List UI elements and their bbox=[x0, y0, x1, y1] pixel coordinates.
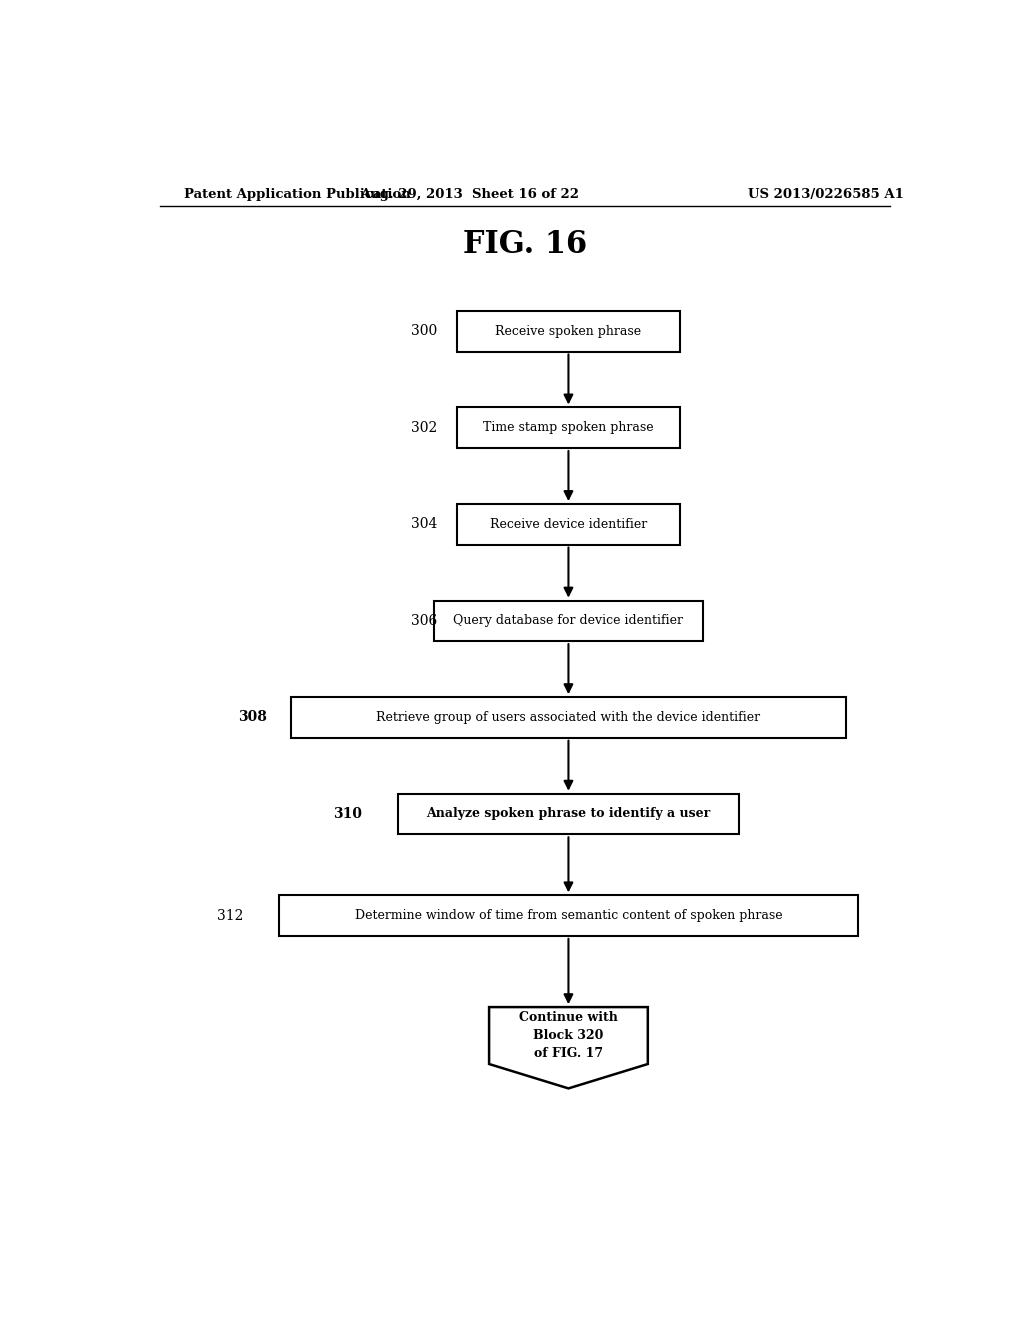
Text: 306: 306 bbox=[412, 614, 437, 628]
Text: Retrieve group of users associated with the device identifier: Retrieve group of users associated with … bbox=[377, 711, 761, 723]
Text: 300: 300 bbox=[412, 325, 437, 338]
Bar bbox=[458, 408, 680, 447]
Text: Analyze spoken phrase to identify a user: Analyze spoken phrase to identify a user bbox=[426, 808, 711, 821]
Text: Query database for device identifier: Query database for device identifier bbox=[454, 614, 683, 627]
Text: 308: 308 bbox=[238, 710, 267, 725]
Bar bbox=[458, 312, 680, 351]
Text: 302: 302 bbox=[412, 421, 437, 434]
Text: 310: 310 bbox=[333, 807, 362, 821]
Text: Aug. 29, 2013  Sheet 16 of 22: Aug. 29, 2013 Sheet 16 of 22 bbox=[359, 189, 579, 202]
Bar bbox=[279, 895, 858, 936]
Text: 312: 312 bbox=[217, 908, 243, 923]
Text: Receive spoken phrase: Receive spoken phrase bbox=[496, 325, 641, 338]
Text: Receive device identifier: Receive device identifier bbox=[489, 517, 647, 531]
Text: US 2013/0226585 A1: US 2013/0226585 A1 bbox=[749, 189, 904, 202]
Text: Continue with
Block 320
of FIG. 17: Continue with Block 320 of FIG. 17 bbox=[519, 1011, 617, 1060]
Bar bbox=[433, 601, 703, 642]
Text: Determine window of time from semantic content of spoken phrase: Determine window of time from semantic c… bbox=[354, 909, 782, 923]
Text: Time stamp spoken phrase: Time stamp spoken phrase bbox=[483, 421, 653, 434]
Text: FIG. 16: FIG. 16 bbox=[463, 230, 587, 260]
Polygon shape bbox=[489, 1007, 648, 1089]
Text: Patent Application Publication: Patent Application Publication bbox=[183, 189, 411, 202]
Bar bbox=[398, 793, 739, 834]
Bar bbox=[458, 504, 680, 545]
Text: 304: 304 bbox=[411, 517, 437, 532]
Bar bbox=[291, 697, 846, 738]
